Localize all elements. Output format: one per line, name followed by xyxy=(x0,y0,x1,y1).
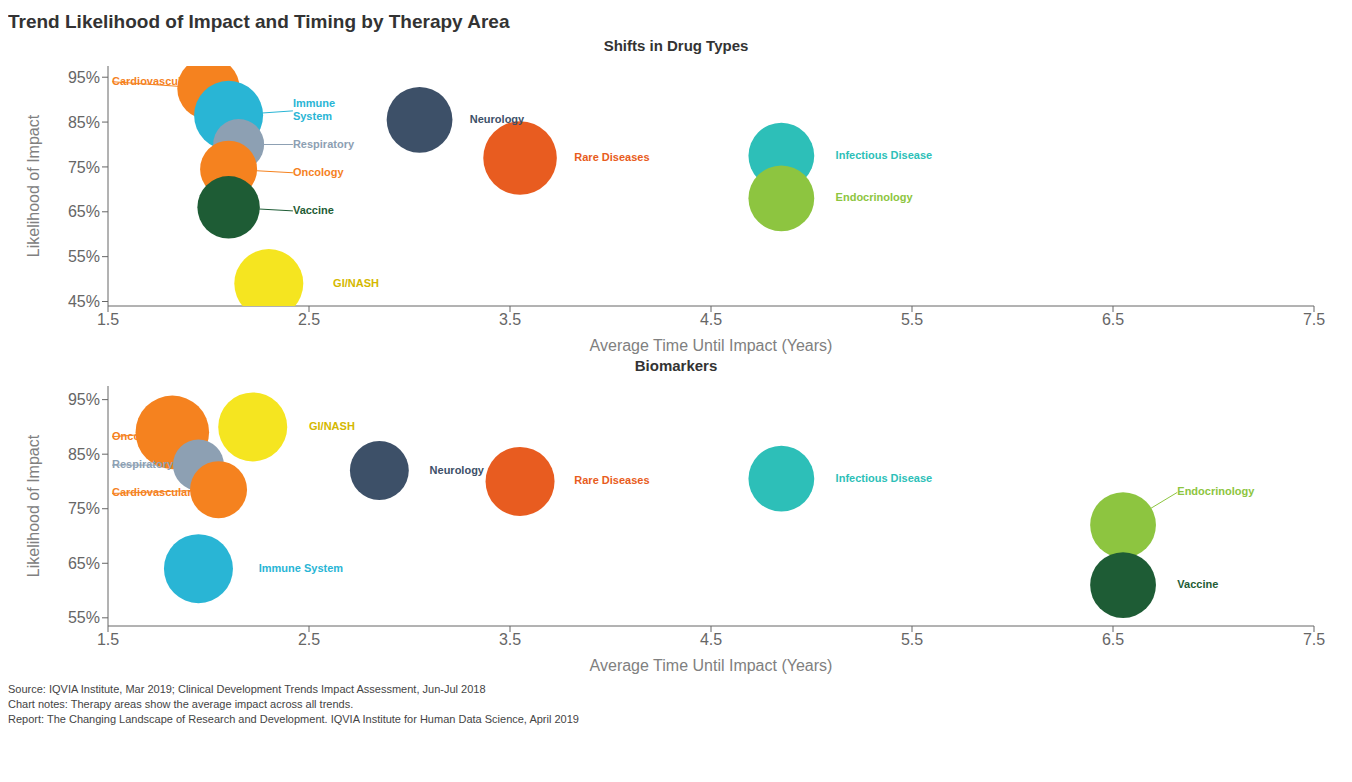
svg-text:3.5: 3.5 xyxy=(499,631,521,648)
svg-text:GI/NASH: GI/NASH xyxy=(333,276,379,288)
html-text:Shifts in Drug Types: Shifts in Drug Types xyxy=(603,37,749,54)
svg-text:95%: 95% xyxy=(68,69,100,86)
svg-text:65%: 65% xyxy=(68,555,100,572)
svg-text:Average Time Until Impact (Yea: Average Time Until Impact (Years) xyxy=(590,337,833,354)
svg-text:Vaccine: Vaccine xyxy=(1177,578,1218,590)
svg-text:Immune System: Immune System xyxy=(259,562,344,574)
svg-text:3.5: 3.5 xyxy=(499,311,521,328)
svg-text:85%: 85% xyxy=(68,114,100,131)
html-text:Source: IQVIA Institute, Mar 2: Source: IQVIA Institute, Mar 2019; Clini… xyxy=(8,683,486,695)
svg-text:75%: 75% xyxy=(68,500,100,517)
html-text:Report: The Changing Landscape: Report: The Changing Landscape of Resear… xyxy=(8,713,579,725)
svg-text:Neurology: Neurology xyxy=(430,463,485,475)
svg-text:Rare Diseases: Rare Diseases xyxy=(574,151,649,163)
svg-text:5.5: 5.5 xyxy=(901,631,923,648)
svg-text:1.5: 1.5 xyxy=(97,311,119,328)
svg-text:4.5: 4.5 xyxy=(700,631,722,648)
svg-text:Vaccine: Vaccine xyxy=(293,204,334,216)
svg-text:GI/NASH: GI/NASH xyxy=(309,420,355,432)
svg-text:6.5: 6.5 xyxy=(1102,311,1124,328)
svg-text:45%: 45% xyxy=(68,293,100,310)
svg-text:Infectious Disease: Infectious Disease xyxy=(836,149,933,161)
svg-text:Endocrinology: Endocrinology xyxy=(836,191,914,203)
svg-text:Respiratory: Respiratory xyxy=(112,458,174,470)
svg-text:Neurology: Neurology xyxy=(470,113,525,125)
svg-text:55%: 55% xyxy=(68,248,100,265)
svg-text:5.5: 5.5 xyxy=(901,311,923,328)
html-text:Biomarkers: Biomarkers xyxy=(634,357,718,374)
svg-text:Likelihood of Impact: Likelihood of Impact xyxy=(25,434,42,577)
svg-text:Likelihood of Impact: Likelihood of Impact xyxy=(25,114,42,257)
svg-text:Endocrinology: Endocrinology xyxy=(1177,485,1255,497)
svg-text:Infectious Disease: Infectious Disease xyxy=(836,472,933,484)
svg-text:95%: 95% xyxy=(68,391,100,408)
svg-text:Respiratory: Respiratory xyxy=(293,137,355,149)
svg-text:Rare Diseases: Rare Diseases xyxy=(574,474,649,486)
svg-text:75%: 75% xyxy=(68,159,100,176)
svg-text:7.5: 7.5 xyxy=(1303,631,1325,648)
html-text:Trend Likelihood of Impact and: Trend Likelihood of Impact and Timing by… xyxy=(8,11,510,32)
svg-text:1.5: 1.5 xyxy=(97,631,119,648)
svg-text:Average Time Until Impact (Yea: Average Time Until Impact (Years) xyxy=(590,657,833,674)
svg-text:Cardiovascular: Cardiovascular xyxy=(112,75,192,87)
svg-text:2.5: 2.5 xyxy=(298,311,320,328)
svg-text:7.5: 7.5 xyxy=(1303,311,1325,328)
html-text:Chart notes: Therapy areas sho: Chart notes: Therapy areas show the aver… xyxy=(8,698,354,710)
svg-text:ImmuneSystem: ImmuneSystem xyxy=(293,97,335,122)
svg-text:Cardiovascular: Cardiovascular xyxy=(112,486,192,498)
svg-text:4.5: 4.5 xyxy=(700,311,722,328)
svg-text:Oncology: Oncology xyxy=(112,430,164,442)
svg-text:85%: 85% xyxy=(68,446,100,463)
svg-text:65%: 65% xyxy=(68,203,100,220)
svg-text:6.5: 6.5 xyxy=(1102,631,1124,648)
svg-text:55%: 55% xyxy=(68,609,100,626)
svg-text:2.5: 2.5 xyxy=(298,631,320,648)
svg-text:Oncology: Oncology xyxy=(293,166,345,178)
